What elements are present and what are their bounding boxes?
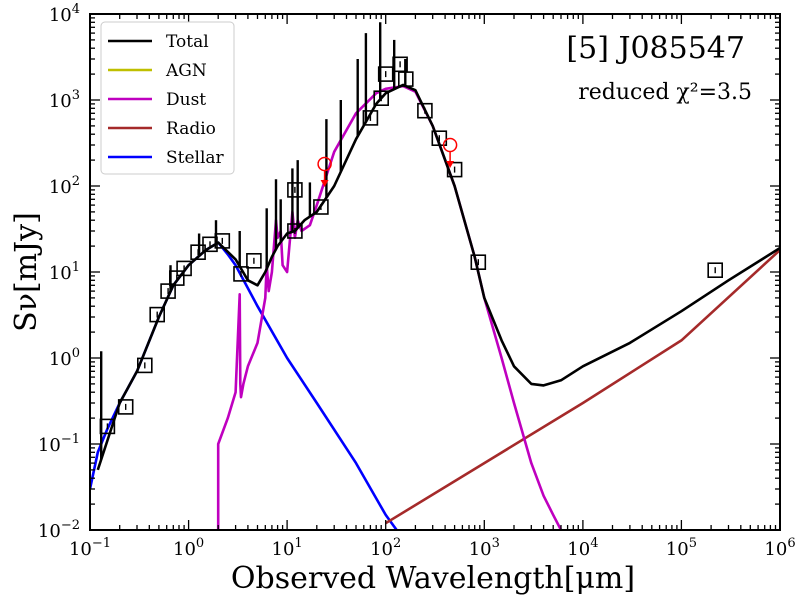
photometry-point [707,262,724,279]
plot-frame [89,13,781,531]
photometry-point [431,130,448,146]
photometry-point [246,253,262,269]
x-tick-label: 10−1 [69,536,111,560]
series-line-radio [385,249,780,525]
photometry-point [99,418,116,435]
photometry-point [362,110,379,126]
series-line-total [96,83,780,471]
photometry-point [202,236,218,253]
photometry-point [287,182,303,198]
x-tick-label: 105 [666,536,697,560]
chart-title: [5] J085547 [566,31,745,66]
x-tick-label: 102 [370,536,401,560]
x-tick-label: 103 [469,536,500,560]
photometry-point [313,199,329,215]
upper-limit-arrowhead [446,161,455,168]
y-tick-label: 101 [49,260,80,284]
y-tick-label: 100 [49,346,80,370]
photometry-point [470,254,487,270]
photometry-point [190,244,206,260]
chart-subtitle: reduced χ²=3.5 [578,80,752,105]
legend-label-agn: AGN [165,61,207,81]
x-tick-label: 100 [173,536,204,560]
photometry-point [287,223,303,239]
tick-labels-layer: 10−1 100 101 102 103 104 105 10610−210−11001011… [38,2,796,560]
legend: Total AGN Dust Radio Stellar [100,21,235,175]
y-tick-label: 103 [49,88,80,112]
markers-layer [99,56,724,435]
photometry-point [373,90,390,106]
legend-label-dust: Dust [166,90,206,110]
y-tick-label: 10−2 [38,518,80,542]
legend-label-stellar: Stellar [166,148,225,168]
photometry-point [117,399,134,415]
photometry-point [446,161,463,178]
photometry-point [377,66,394,82]
legend-label-radio: Radio [166,119,216,139]
photometry-point [233,266,249,282]
photometry-point [417,102,433,119]
x-axis-title: Observed Wavelength[μm] [231,561,635,596]
x-tick-label: 101 [272,536,303,560]
photometry-point [149,306,165,323]
y-tick-label: 102 [49,174,80,198]
photometry-point [160,283,176,299]
legend-box [100,21,235,175]
photometry-point [176,260,192,277]
y-tick-label: 104 [49,2,80,26]
upper-limit-arrowhead [320,180,329,187]
photometry-point [397,71,414,87]
y-tick-label: 10−1 [38,432,80,456]
x-tick-label: 104 [567,536,598,560]
x-tick-label: 106 [764,536,795,560]
photometry-point [137,357,153,374]
y-axis-title: Sν[mJy] [9,212,44,332]
legend-label-total: Total [166,32,209,52]
photometry-point [214,233,231,249]
